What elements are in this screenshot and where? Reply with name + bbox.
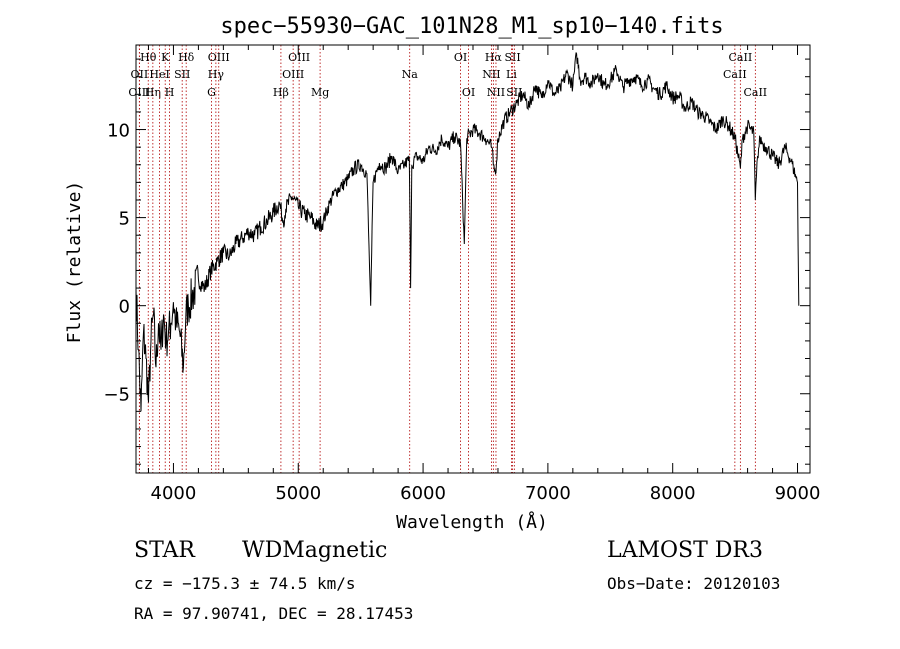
line-label: Hη (145, 86, 161, 99)
x-tick-label: 4000 (151, 483, 197, 504)
line-label: Hβ (273, 86, 289, 99)
y-tick-label: 0 (119, 297, 130, 318)
x-tick-label: 8000 (650, 483, 696, 504)
redshift-velocity: cz = −175.3 ± 74.5 km/s (134, 574, 356, 593)
axis-ticks: 4000 5000 6000 7000 8000 9000 −5 0 5 10 (103, 45, 820, 504)
line-label: Hδ (178, 51, 195, 64)
coordinates: RA = 97.90741, DEC = 28.17453 (134, 604, 414, 623)
x-tick-label: 9000 (775, 483, 821, 504)
line-label: OI (462, 86, 475, 99)
line-label: CaII (729, 51, 753, 64)
line-label: CaII (723, 68, 747, 81)
flux-series (135, 52, 800, 412)
line-label: SII (504, 51, 520, 64)
line-label: Mg (311, 86, 329, 99)
line-label: Li (506, 68, 517, 81)
y-tick-label: −5 (103, 385, 130, 406)
line-label: CaII (743, 86, 767, 99)
line-label: OIII (128, 86, 150, 99)
line-label: OIII (288, 51, 310, 64)
y-tick-label: 10 (107, 121, 130, 142)
object-subclass: WDMagnetic (242, 538, 388, 563)
line-label: K (161, 51, 170, 64)
x-tick-label: 7000 (525, 483, 571, 504)
line-label: OI (454, 51, 467, 64)
line-label: G (207, 86, 216, 99)
x-tick-label: 5000 (275, 483, 321, 504)
object-class: STAR (134, 538, 195, 563)
chart-title: spec−55930−GAC_101N28_M1_sp10−140.fits (220, 14, 723, 39)
line-label: NII (482, 68, 500, 81)
line-label: Hα (485, 51, 503, 64)
line-label: Hγ (208, 68, 225, 81)
line-label: SII (174, 68, 190, 81)
plot-frame (135, 44, 811, 474)
survey-name: LAMOST DR3 (607, 538, 763, 563)
line-label: NII (487, 86, 505, 99)
x-tick-label: 6000 (400, 483, 446, 504)
line-label: H (165, 86, 175, 99)
x-axis-label: Wavelength (Å) (396, 511, 548, 533)
line-label: Na (402, 68, 419, 81)
line-label: Hθ (140, 51, 157, 64)
flux-line (135, 52, 800, 412)
line-label: HeI (149, 68, 169, 81)
y-axis-label: Flux (relative) (64, 181, 85, 344)
line-label: OIII (282, 68, 304, 81)
observation-date: Obs−Date: 20120103 (607, 574, 781, 593)
line-label: OIII (208, 51, 230, 64)
y-tick-label: 5 (119, 209, 130, 230)
